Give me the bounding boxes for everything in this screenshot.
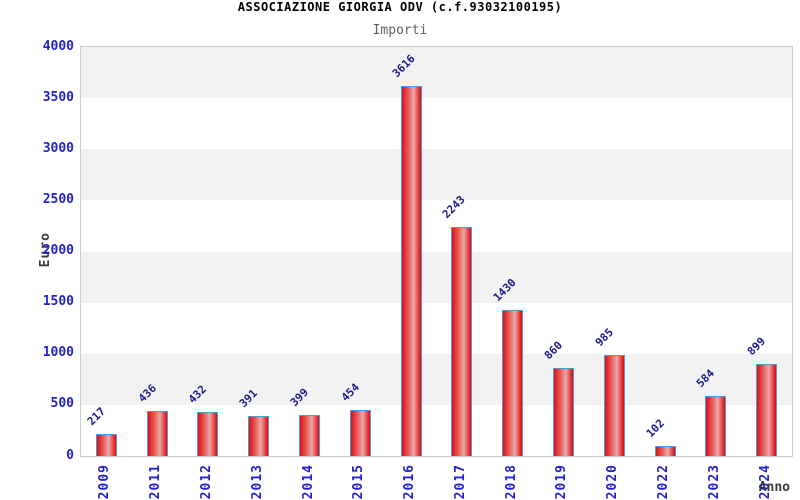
x-tick-label: 2017 xyxy=(452,464,468,500)
plot-band xyxy=(81,98,792,150)
plot-band xyxy=(81,302,792,354)
chart-subtitle: Importi xyxy=(372,23,428,38)
bar-2016 xyxy=(400,86,422,456)
y-tick-label: 3000 xyxy=(42,140,74,156)
x-tick-label: 2009 xyxy=(97,464,113,500)
y-tick-label: 500 xyxy=(50,396,74,412)
bar-2022 xyxy=(654,445,676,456)
plot-band xyxy=(81,404,792,456)
bar-2023 xyxy=(705,396,727,456)
bar-2011 xyxy=(146,411,168,456)
y-tick-label: 0 xyxy=(66,447,74,463)
bar-2020 xyxy=(603,355,625,456)
bar-2015 xyxy=(349,409,371,456)
x-tick-label: 2015 xyxy=(351,464,367,500)
y-tick-label: 1500 xyxy=(42,294,74,310)
plot-band xyxy=(81,353,792,405)
bar-2017 xyxy=(451,226,473,456)
chart-title: ASSOCIAZIONE GIORGIA ODV (c.f.9303210019… xyxy=(237,0,563,14)
x-tick-label: 2013 xyxy=(249,464,265,500)
x-tick-label: 2014 xyxy=(300,464,316,500)
bar-2009 xyxy=(95,433,117,456)
plot-band xyxy=(81,200,792,252)
x-tick-label: 2020 xyxy=(605,464,621,500)
plot-band xyxy=(81,149,792,201)
x-tick-label: 2018 xyxy=(503,464,519,500)
x-tick-label: 2022 xyxy=(656,464,672,500)
plot-area xyxy=(80,46,793,457)
x-tick-label: 2016 xyxy=(402,464,418,500)
y-tick-label: 2000 xyxy=(42,243,74,258)
bar-2014 xyxy=(299,415,321,456)
y-tick-label: 1000 xyxy=(42,345,74,361)
x-tick-label: 2012 xyxy=(198,464,214,500)
bar-2018 xyxy=(502,309,524,456)
bar-2019 xyxy=(552,368,574,456)
x-axis-label: Anno xyxy=(758,480,790,495)
plot-band xyxy=(81,47,792,99)
x-tick-label: 2011 xyxy=(148,464,164,500)
bar-2024 xyxy=(756,364,778,456)
plot-band xyxy=(81,251,792,303)
y-tick-label: 3500 xyxy=(42,89,74,105)
x-tick-label: 2023 xyxy=(706,464,722,500)
bar-2013 xyxy=(248,416,270,456)
y-tick-label: 4000 xyxy=(42,38,74,54)
x-tick-label: 2019 xyxy=(554,464,570,500)
bar-2012 xyxy=(197,411,219,456)
y-tick-label: 2500 xyxy=(42,191,74,207)
